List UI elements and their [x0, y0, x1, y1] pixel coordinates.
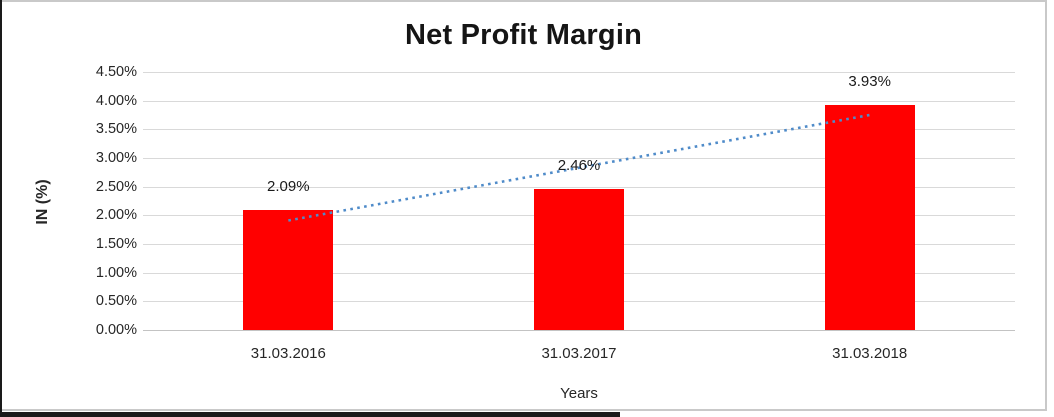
x-axis-line — [143, 330, 1015, 331]
x-tick-label: 31.03.2017 — [541, 345, 617, 362]
y-tick-label: 0.50% — [95, 293, 137, 310]
x-tick-label: 31.03.2018 — [832, 345, 908, 362]
gridline — [143, 129, 1015, 131]
y-tick-label: 3.50% — [95, 121, 137, 138]
y-tick-label: 4.00% — [95, 92, 137, 109]
y-tick-label: 0.00% — [95, 322, 137, 338]
left-border-line — [0, 0, 2, 417]
gridline — [143, 158, 1015, 159]
y-tick-label: 3.00% — [95, 150, 137, 166]
bottom-border-line — [0, 412, 620, 417]
bar-31.03.2016 — [243, 210, 334, 330]
x-tick-label: 31.03.2016 — [250, 345, 326, 362]
data-label: 2.09% — [267, 178, 310, 196]
chart-title: Net Profit Margin — [404, 19, 642, 51]
data-label: 3.93% — [848, 72, 891, 90]
gridline — [143, 100, 1015, 102]
gridline — [143, 186, 1015, 188]
y-tick-label: 1.50% — [95, 236, 137, 252]
y-tick-label: 1.00% — [95, 264, 137, 281]
y-tick-label: 4.50% — [95, 64, 137, 80]
trendline — [288, 113, 870, 222]
x-axis-title: Years — [560, 385, 598, 402]
bar-31.03.2018 — [824, 104, 915, 330]
y-tick-label: 2.50% — [95, 178, 137, 195]
y-tick-label: 2.00% — [95, 207, 137, 224]
bar-31.03.2017 — [534, 188, 624, 330]
gridline — [143, 72, 1015, 73]
plot-area: 2.09% 2.46% 3.93% — [143, 72, 1015, 331]
data-label: 2.46% — [557, 156, 601, 174]
